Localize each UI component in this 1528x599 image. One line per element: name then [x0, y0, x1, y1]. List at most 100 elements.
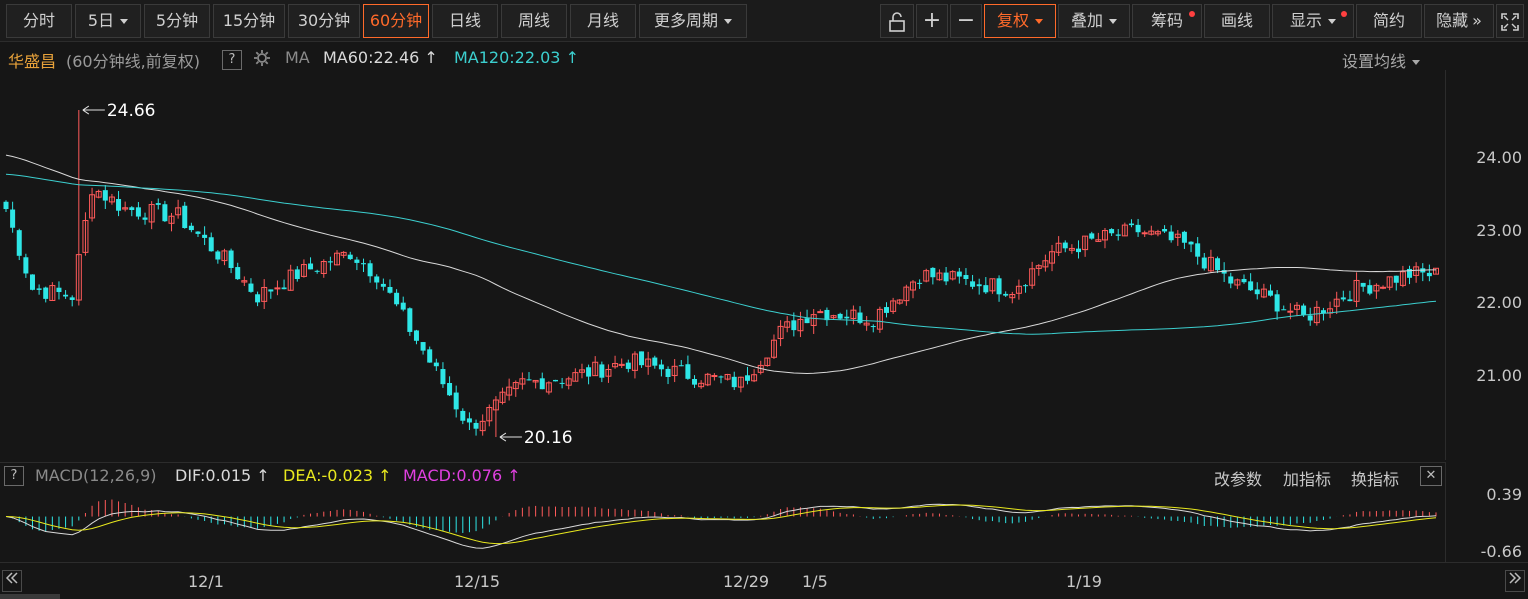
close-icon[interactable]: ✕ [1420, 466, 1442, 486]
up-arrow-icon: ↑ [424, 48, 438, 67]
candle-body-down [10, 209, 16, 228]
candle-body-up [168, 215, 175, 224]
candle-body-up [1095, 239, 1102, 242]
period-fenshi[interactable]: 分时 [6, 4, 72, 38]
candle-body-down [1076, 248, 1081, 253]
period-month[interactable]: 月线 [570, 4, 636, 38]
swap-indicator-button[interactable]: 换指标 [1351, 470, 1400, 489]
candlestick-chart[interactable]: 24.66 20.16 [0, 70, 1445, 460]
candle-body-down [374, 276, 380, 283]
candle-body-down [162, 204, 168, 222]
candle-body-up [1433, 267, 1439, 275]
candle-body-down [917, 282, 923, 284]
period-60min[interactable]: 60分钟 [363, 4, 429, 38]
candle-body-up [817, 311, 824, 314]
ma-settings-button[interactable]: 设置均线 [1342, 48, 1421, 72]
horizontal-scrollbar[interactable] [0, 594, 60, 599]
period-5min[interactable]: 5分钟 [144, 4, 210, 38]
candle-body-down [791, 320, 797, 331]
candle-body-up [698, 382, 705, 388]
period-15min[interactable]: 15分钟 [213, 4, 285, 38]
candle-body-up [241, 280, 248, 283]
candle-body-up [764, 357, 771, 367]
gear-icon[interactable] [253, 49, 271, 71]
candle-body-down [3, 201, 9, 210]
candle-body-up [737, 376, 744, 388]
candle-body-down [195, 231, 201, 234]
help-icon[interactable]: ? [4, 466, 24, 486]
candle-body-down [586, 367, 592, 377]
candle-body-up [287, 269, 294, 291]
add-indicator-button[interactable]: 加指标 [1283, 470, 1332, 489]
candle-body-up [1141, 232, 1148, 235]
candle-body-up [578, 369, 585, 373]
candle-body-down [43, 287, 49, 299]
zoom-out-button[interactable]: − [950, 4, 982, 38]
candle-body-down [460, 410, 466, 421]
candle-body-down [29, 274, 35, 290]
scroll-left-button[interactable] [2, 570, 22, 592]
candle-body-up [1049, 251, 1056, 264]
candle-body-down [870, 326, 876, 328]
chevron-down-icon [724, 19, 732, 24]
jianyue-button[interactable]: 简约 [1356, 4, 1422, 38]
collapse-icon: » [1472, 11, 1482, 30]
period-5day[interactable]: 5日 [75, 4, 141, 38]
candle-body-down [314, 270, 320, 272]
candle-body-down [281, 287, 287, 290]
yincang-button[interactable]: 隐藏» [1424, 4, 1494, 38]
period-week[interactable]: 周线 [501, 4, 567, 38]
candle-body-up [1260, 288, 1267, 298]
candle-body-down [976, 284, 982, 287]
help-icon[interactable]: ? [222, 50, 242, 70]
fuquan-button[interactable]: 复权 [984, 4, 1056, 38]
period-more[interactable]: 更多周期 [639, 4, 747, 38]
up-arrow-icon: ↑ [378, 466, 392, 485]
candle-body-down [453, 392, 459, 410]
candle-body-down [407, 308, 413, 332]
candle-body-down [1347, 299, 1353, 302]
change-params-button[interactable]: 改参数 [1214, 470, 1263, 489]
scroll-right-button[interactable] [1505, 570, 1525, 592]
candle-body-down [56, 287, 62, 293]
fullscreen-button[interactable] [1496, 4, 1524, 38]
candle-body-down [135, 207, 141, 217]
chouma-button[interactable]: 筹码 [1132, 4, 1202, 38]
period-30min[interactable]: 30分钟 [288, 4, 360, 38]
candle-body-up [863, 322, 870, 326]
candle-body-down [361, 263, 366, 265]
candle-body-down [599, 364, 605, 378]
candle-body-down [1109, 229, 1115, 234]
price-tick: 21.00 [1476, 366, 1522, 385]
candle-body-down [1307, 315, 1313, 321]
zoom-in-button[interactable]: + [916, 4, 948, 38]
candle-body-down [1135, 224, 1141, 233]
period-day[interactable]: 日线 [432, 4, 498, 38]
double-chevron-right-icon [1509, 572, 1522, 584]
candle-body-up [486, 406, 493, 422]
ma120-line [5, 173, 1437, 335]
candle-body-down [857, 312, 863, 323]
candle-body-down [996, 278, 1002, 295]
candle-body-up [532, 379, 539, 383]
macd-chart[interactable] [0, 485, 1445, 562]
candle-body-up [1082, 235, 1089, 251]
candle-body-up [300, 264, 307, 277]
ma60-line [5, 154, 1436, 375]
candle-body-up [512, 382, 519, 390]
xianshi-button[interactable]: 显示 [1272, 4, 1354, 38]
stock-name[interactable]: 华盛昌 [8, 52, 57, 71]
candle-body-up [492, 399, 499, 411]
huaxian-button[interactable]: 画线 [1204, 4, 1270, 38]
lock-button[interactable] [880, 4, 914, 38]
ma120-text: MA120:22.03 [454, 48, 561, 67]
candle-body-up [1293, 304, 1300, 310]
toolbar: 分时 5日 5分钟 15分钟 30分钟 60分钟 日线 周线 月线 更多周期 +… [0, 0, 1528, 42]
candle-body-down [268, 289, 274, 292]
diejia-button[interactable]: 叠加 [1058, 4, 1130, 38]
candle-body-down [447, 382, 453, 396]
candle-body-up [506, 386, 513, 396]
candle-body-down [433, 362, 439, 367]
candle-body-up [82, 220, 89, 253]
candle-body-up [711, 375, 718, 378]
